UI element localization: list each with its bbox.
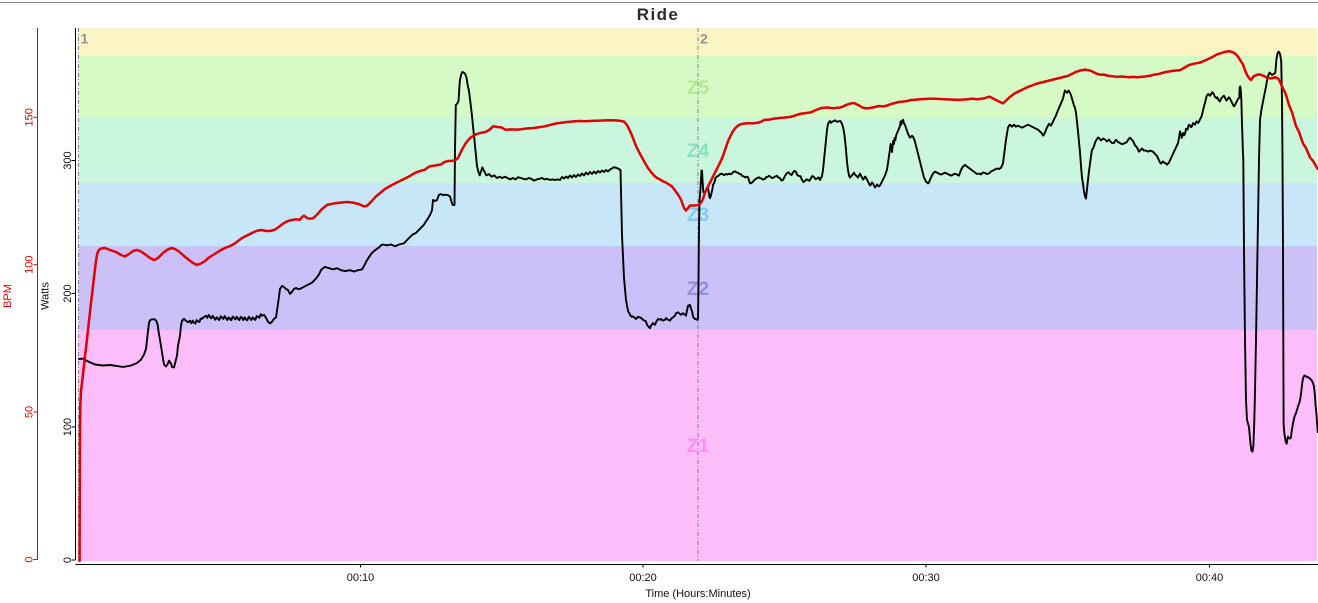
svg-text:00:20: 00:20 <box>629 572 657 584</box>
svg-text:00:40: 00:40 <box>1196 572 1224 584</box>
svg-text:Z1: Z1 <box>687 436 710 457</box>
svg-text:300: 300 <box>62 151 74 169</box>
svg-text:00:10: 00:10 <box>347 572 375 584</box>
svg-text:0: 0 <box>24 556 36 562</box>
svg-text:Time (Hours:Minutes): Time (Hours:Minutes) <box>645 588 750 600</box>
svg-text:Watts: Watts <box>40 282 52 310</box>
svg-text:0: 0 <box>62 557 74 563</box>
svg-text:2: 2 <box>700 31 708 47</box>
svg-text:50: 50 <box>24 406 36 418</box>
svg-text:Z4: Z4 <box>687 141 710 162</box>
svg-text:100: 100 <box>24 256 36 274</box>
svg-text:00:30: 00:30 <box>912 572 940 584</box>
svg-text:Ride: Ride <box>637 5 679 24</box>
svg-text:BPM: BPM <box>2 284 14 308</box>
svg-text:1: 1 <box>81 31 89 47</box>
svg-text:Z3: Z3 <box>687 205 709 226</box>
svg-text:Z5: Z5 <box>687 78 710 99</box>
svg-text:150: 150 <box>24 108 36 126</box>
svg-text:100: 100 <box>62 418 74 436</box>
svg-text:200: 200 <box>62 284 74 302</box>
